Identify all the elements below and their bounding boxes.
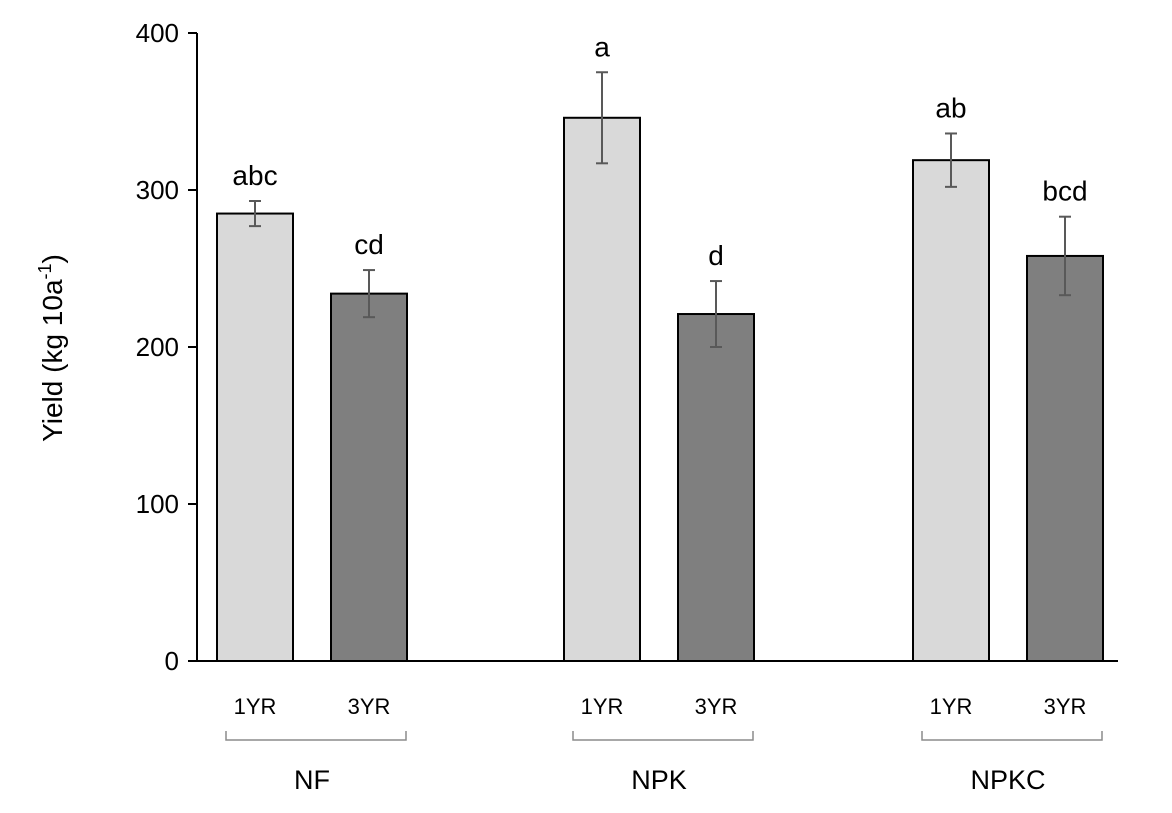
significance-letter: cd [354, 229, 384, 260]
y-tick-label: 200 [136, 332, 179, 362]
y-axis-label-close: ) [37, 254, 68, 263]
x-tick-label: 1YR [581, 694, 624, 719]
group-bracket [921, 731, 1103, 741]
bar-group-npk: ad [563, 31, 755, 662]
bar [912, 159, 990, 662]
significance-letter: ab [935, 92, 966, 123]
group-label: NF [294, 765, 330, 795]
bar [330, 292, 408, 662]
bar [1026, 254, 1104, 662]
bar-group-nf: abc cd [216, 160, 408, 663]
significance-letter: abc [232, 160, 277, 191]
significance-letter: bcd [1042, 176, 1087, 207]
y-axis: 0 100 200 300 400 [136, 18, 198, 676]
y-tick-label: 0 [165, 646, 179, 676]
group-label: NPKC [970, 765, 1045, 795]
y-axis-label-superscript: -1 [35, 263, 55, 279]
bar [216, 212, 294, 663]
y-axis-label: Yield (kg 10a-1) [35, 254, 68, 442]
significance-letter: a [594, 31, 610, 62]
y-axis-label-main: Yield (kg 10a [37, 279, 68, 442]
x-tick-label: 3YR [348, 694, 391, 719]
y-tick-label: 300 [136, 175, 179, 205]
bar [677, 313, 755, 662]
group-label: NPK [631, 765, 687, 795]
x-tick-label: 3YR [1044, 694, 1087, 719]
bar [563, 116, 641, 662]
bar-group-npkc: ab bcd [912, 92, 1104, 662]
x-axis: 1YR 3YR NF 1YR 3YR NPK 1YR 3YR NPKC [197, 660, 1118, 795]
y-tick-label: 100 [136, 489, 179, 519]
x-tick-label: 3YR [695, 694, 738, 719]
x-tick-label: 1YR [234, 694, 277, 719]
x-tick-label: 1YR [930, 694, 973, 719]
group-bracket [572, 731, 754, 741]
y-tick-label: 400 [136, 18, 179, 48]
group-bracket [225, 731, 407, 741]
significance-letter: d [708, 240, 724, 271]
